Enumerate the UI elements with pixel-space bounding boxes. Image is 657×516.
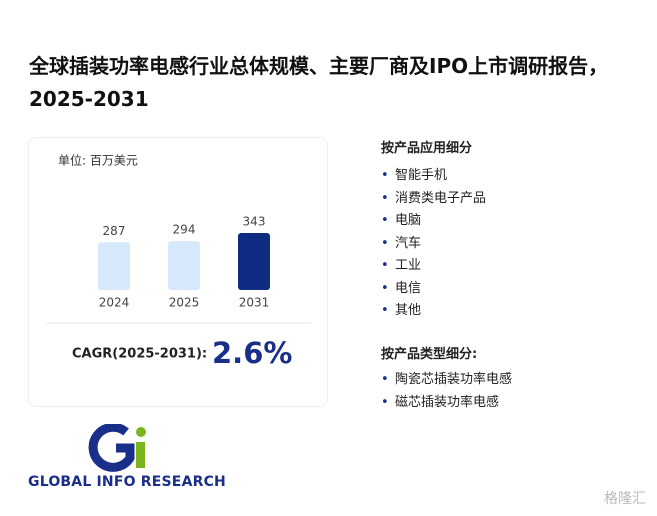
bar: [98, 242, 130, 290]
chart: 单位: 百万美元 CAGR(2025-2031): 2.6% 287 2024 29…: [46, 153, 311, 370]
section-title: 按产品应用细分: [381, 141, 473, 156]
category-label: 2031: [239, 296, 270, 310]
logo: [88, 424, 146, 472]
list-item: 消费类电子产品: [381, 188, 486, 211]
chart-card: 单位: 百万美元 CAGR(2025-2031): 2.6% 287 2024 29…: [28, 137, 328, 407]
list-item: 汽车: [381, 233, 486, 256]
list: 智能手机消费类电子产品电脑汽车工业电信其他: [381, 165, 486, 323]
list-item: 磁芯插装功率电感: [381, 392, 512, 415]
report-title: 全球插装功率电感行业总体规模、主要厂商及IPO上市调研报告，2025-2031: [29, 54, 609, 111]
list-item: 工业: [381, 255, 486, 278]
bar: [168, 241, 200, 290]
category-label: 2025: [169, 296, 200, 310]
category-label: 2024: [99, 296, 130, 310]
list-item: 陶瓷芯插装功率电感: [381, 369, 512, 392]
watermark: 格隆汇: [604, 491, 646, 507]
list-item: 电脑: [381, 210, 486, 233]
section-title: 按产品类型细分:: [381, 347, 478, 362]
value-label: 343: [243, 215, 266, 229]
cagr-value: 2.6%: [212, 336, 292, 370]
cagr-label: CAGR(2025-2031):: [72, 347, 207, 362]
value-label: 287: [103, 224, 126, 238]
bar: [238, 233, 270, 290]
list-item: 电信: [381, 278, 486, 301]
value-label: 294: [173, 223, 196, 237]
list-item: 其他: [381, 300, 486, 323]
brand: GLOBAL INFO RESEARCH: [28, 474, 226, 490]
list: 陶瓷芯插装功率电感磁芯插装功率电感: [381, 369, 512, 414]
unit-label: 单位: 百万美元: [58, 153, 138, 168]
list-item: 智能手机: [381, 165, 486, 188]
